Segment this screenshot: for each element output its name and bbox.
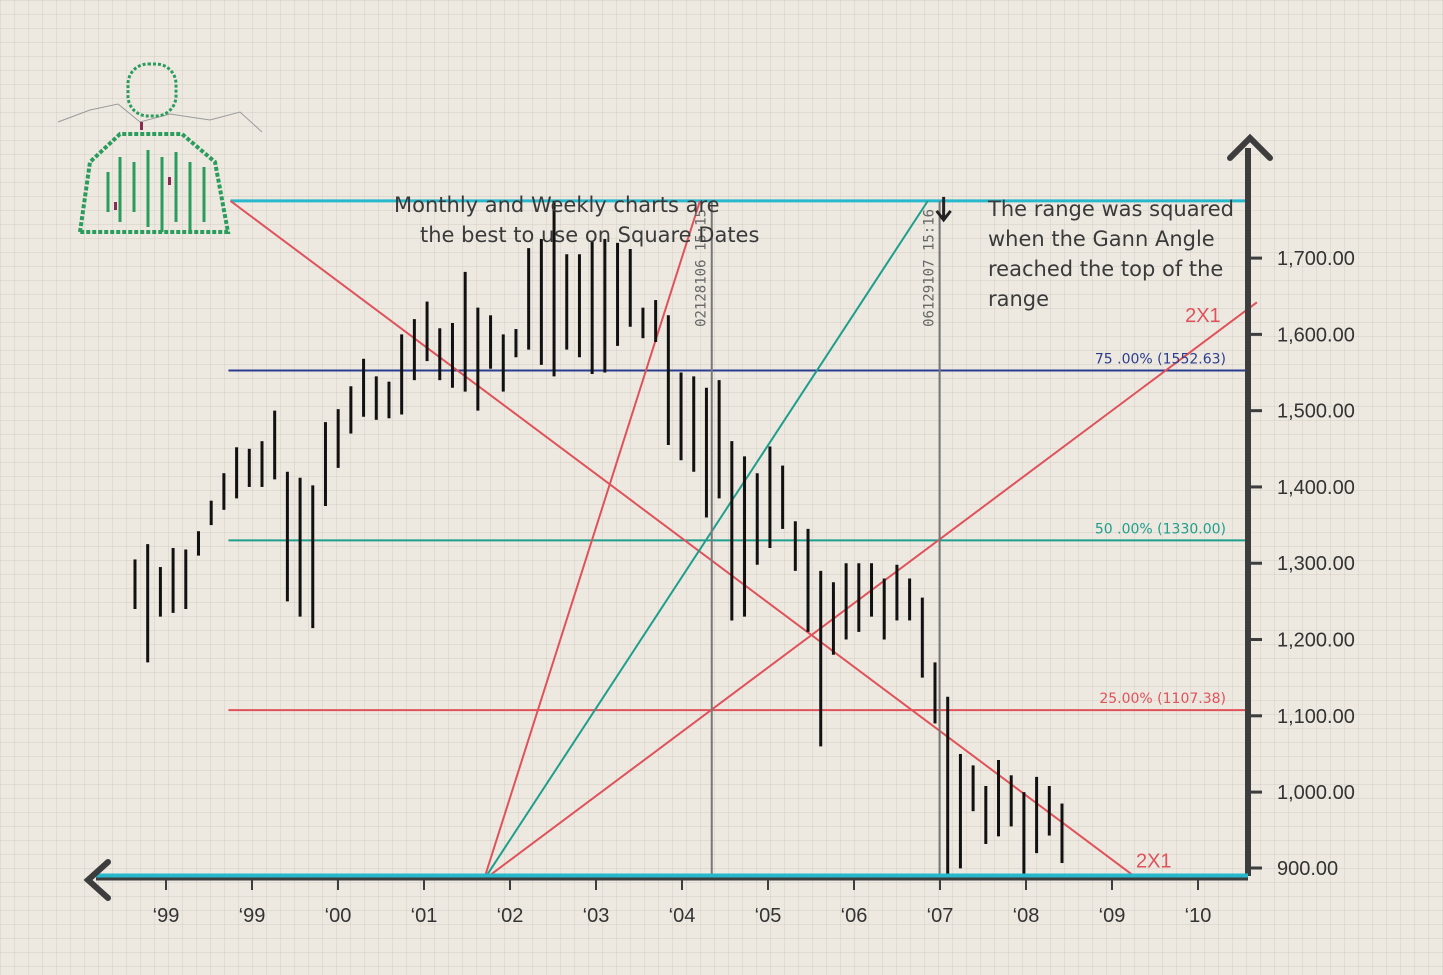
y-tick-label: 1,700.00 — [1277, 248, 1355, 270]
x-tick-label: ‘99 — [239, 905, 266, 927]
y-tick-label: 900.00 — [1277, 858, 1338, 880]
note-range-squared: The range was squared when the Gann Angl… — [988, 197, 1235, 311]
retracement-label: 75 .00% (1552.63) — [1095, 352, 1226, 368]
x-tick-label: ‘04 — [669, 905, 696, 927]
x-tick-label: ‘10 — [1185, 905, 1212, 927]
x-axis-arrow-icon — [83, 859, 111, 901]
y-tick-label: 1,100.00 — [1277, 706, 1355, 728]
angle-label: 2X1 — [1136, 851, 1172, 873]
date-line-label: 02128106 15:15 — [694, 209, 710, 327]
gann-angle-line — [229, 200, 1140, 881]
y-tick-label: 1,500.00 — [1277, 401, 1355, 423]
retracement-label: 50 .00% (1330.00) — [1095, 521, 1226, 537]
note-line-2: the best to use on Square Dates — [420, 223, 760, 247]
y-axis-arrow-icon — [1227, 133, 1273, 161]
x-tick-label: ‘03 — [583, 905, 610, 927]
x-tick-label: ‘08 — [1013, 905, 1040, 927]
retracement-label: 25.00% (1107.38) — [1099, 691, 1226, 707]
y-tick-label: 1,200.00 — [1277, 630, 1355, 652]
y-tick-label: 1,000.00 — [1277, 782, 1355, 804]
x-tick-label: ‘09 — [1099, 905, 1126, 927]
x-tick-label: ‘06 — [841, 905, 868, 927]
x-tick-label: ‘99 — [153, 905, 180, 927]
date-line-label: 06129107 15:16 — [922, 209, 938, 327]
gann-angle-line — [482, 200, 701, 881]
gann-angle-line — [483, 200, 929, 881]
x-tick-label: ‘02 — [497, 905, 524, 927]
y-tick-label: 1,400.00 — [1277, 477, 1355, 499]
x-tick-label: ‘07 — [927, 905, 954, 927]
trader-figure-logo — [57, 62, 263, 234]
note-line-1: Monthly and Weekly charts are — [394, 193, 720, 217]
y-tick-label: 1,600.00 — [1277, 324, 1355, 346]
y-tick-label: 1,300.00 — [1277, 553, 1355, 575]
down-arrow-icon — [935, 196, 952, 223]
x-tick-label: ‘00 — [325, 905, 352, 927]
x-tick-label: ‘05 — [755, 905, 782, 927]
note-square-dates: Monthly and Weekly charts are the best t… — [394, 190, 774, 250]
angle-label: 2X1 — [1185, 305, 1221, 327]
x-tick-label: ‘01 — [411, 905, 438, 927]
